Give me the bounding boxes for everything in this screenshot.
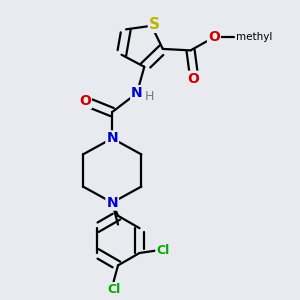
Text: N: N [131, 86, 143, 100]
Text: Cl: Cl [156, 244, 170, 257]
Text: S: S [149, 17, 160, 32]
Text: Cl: Cl [107, 283, 120, 296]
Text: methyl: methyl [236, 32, 272, 42]
Text: O: O [79, 94, 91, 108]
Text: O: O [188, 72, 200, 86]
Text: N: N [106, 196, 118, 210]
Text: O: O [208, 30, 220, 44]
Text: N: N [106, 131, 118, 146]
Text: H: H [144, 90, 154, 103]
